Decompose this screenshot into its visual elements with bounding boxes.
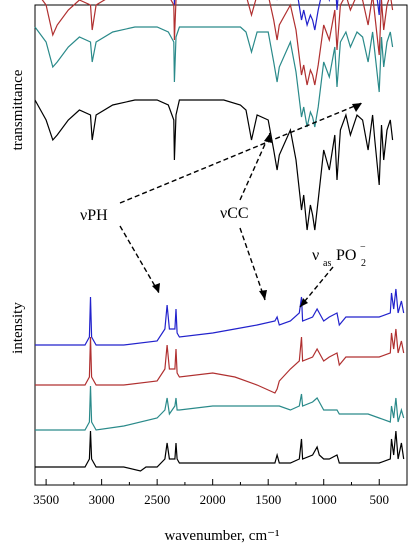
bottom-ylabel: intensity [10,302,26,354]
x-tick-label: 3000 [89,492,115,507]
plot-frame [34,4,408,486]
arrow-vcc-up [239,132,271,201]
annotation-nu: ν [312,247,319,264]
x-tick-label: 2000 [200,492,226,507]
arrowhead-vas [300,298,308,307]
intensity-series-1 [35,288,405,346]
annotation-po: PO [336,247,356,264]
annotation-vph: νPH [80,207,108,224]
x-tick-label: 3500 [33,492,59,507]
x-tick-label: 1000 [311,492,337,507]
transmittance-series-4 [34,99,394,231]
annotation-minus: − [360,242,366,253]
arrow-vcc-down [239,227,266,301]
transmittance-series-2 [41,0,394,86]
arrow-vas [299,266,334,308]
annotation-vcc: νCC [220,205,249,222]
bottom-panel [35,288,405,472]
intensity-series-3 [35,385,405,431]
top-ylabel: transmittance [10,69,26,150]
annotation-as: as [323,258,331,269]
x-axis-label: wavenumber, cm⁻¹ [164,528,279,544]
intensity-series-4 [35,430,405,472]
x-tick-label: 500 [369,492,389,507]
top-panel [34,0,394,231]
annotation-vas-po2: ν as PO 2 − [312,242,366,269]
arrow-vph-up [119,102,363,204]
x-tick-label: 1500 [255,492,281,507]
arrow-vph-down [119,225,160,294]
arrowhead-vph-up [352,103,362,112]
x-axis: 3500 3000 2500 2000 1500 1000 500 [33,479,389,507]
transmittance-series-3 [34,26,394,128]
intensity-series-2 [35,328,405,394]
annotation-sub2: 2 [361,258,366,269]
x-tick-label: 2500 [144,492,170,507]
arrowhead-vcc-down [259,290,267,300]
arrowhead-vph-down [152,283,160,293]
arrow-heads [152,103,362,307]
arrowhead-vcc-up [264,133,272,143]
annotation-arrows [119,102,363,308]
